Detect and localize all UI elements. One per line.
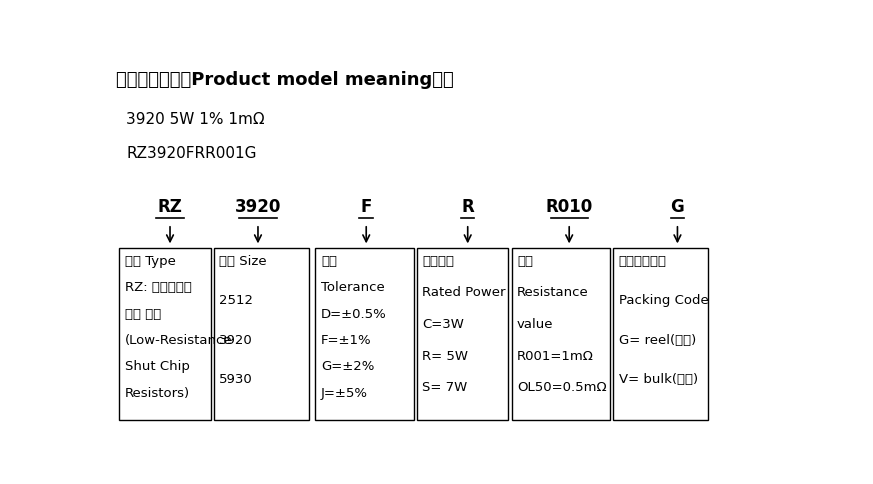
Bar [512,248,610,420]
Text: G: G [670,198,684,216]
Text: R: R [461,198,474,216]
Bar [315,248,414,420]
Text: 额定功率: 额定功率 [423,255,454,268]
Text: R001=1mΩ: R001=1mΩ [517,349,594,363]
Text: G=±2%: G=±2% [321,360,375,373]
Text: 公差: 公差 [321,255,337,268]
Text: F=±1%: F=±1% [321,334,372,347]
Text: RZ: RZ [158,198,182,216]
Text: Tolerance: Tolerance [321,281,385,294]
Text: 5930: 5930 [219,373,253,386]
Text: Packing Code: Packing Code [619,294,708,307]
Text: F: F [361,198,372,216]
Text: J=±5%: J=±5% [321,387,368,399]
Text: 产品型号含义（Product model meaning）：: 产品型号含义（Product model meaning）： [116,71,454,89]
Text: 贴片 电阻: 贴片 电阻 [125,307,161,320]
Text: R= 5W: R= 5W [423,349,469,363]
Text: 阻值: 阻值 [517,255,533,268]
Text: D=±0.5%: D=±0.5% [321,307,387,320]
Text: 2512: 2512 [219,294,253,307]
Bar [120,248,210,420]
Text: R010: R010 [546,198,593,216]
Text: Rated Power: Rated Power [423,287,505,300]
Text: S= 7W: S= 7W [423,381,468,394]
Bar [214,248,309,420]
Text: Shut Chip: Shut Chip [125,360,189,373]
Text: RZ3920FRR001G: RZ3920FRR001G [126,146,257,161]
Text: Resistors): Resistors) [125,387,189,399]
Text: 3920: 3920 [235,198,281,216]
Bar [417,248,508,420]
Text: G= reel(卷装): G= reel(卷装) [619,334,696,347]
Text: OL50=0.5mΩ: OL50=0.5mΩ [517,381,607,394]
Text: 3920: 3920 [219,334,253,347]
Text: C=3W: C=3W [423,318,464,331]
Text: value: value [517,318,553,331]
Bar [613,248,708,420]
Text: 包装方式代码: 包装方式代码 [619,255,667,268]
Text: 尺寸 Size: 尺寸 Size [219,255,267,268]
Text: Resistance: Resistance [517,287,589,300]
Text: (Low-Resistance: (Low-Resistance [125,334,232,347]
Text: 3920 5W 1% 1mΩ: 3920 5W 1% 1mΩ [126,112,265,127]
Text: 类型 Type: 类型 Type [125,255,175,268]
Text: RZ: 低阻分流器: RZ: 低阻分流器 [125,281,191,294]
Text: V= bulk(散料): V= bulk(散料) [619,373,698,386]
